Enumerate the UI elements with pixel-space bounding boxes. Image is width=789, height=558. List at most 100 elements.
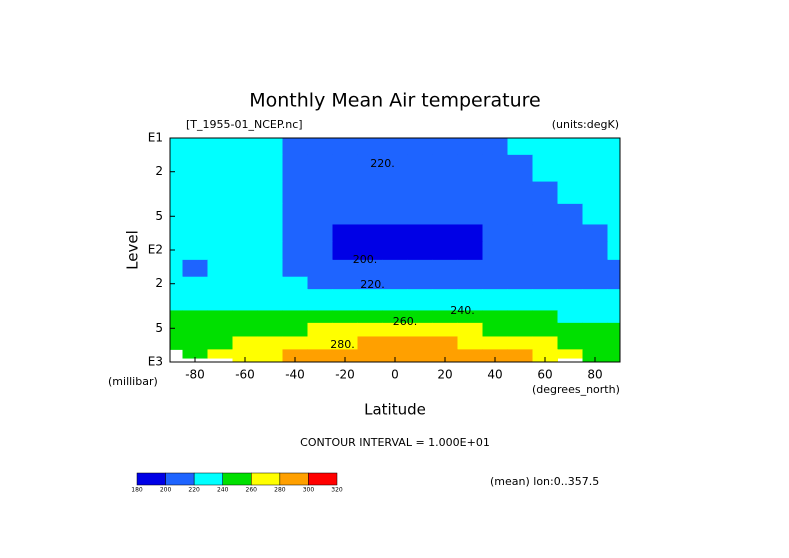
cell (382, 289, 408, 300)
cell (207, 322, 233, 337)
colorbar-label: 260 (246, 487, 258, 494)
cell (257, 154, 283, 183)
y-tick-label: E2 (148, 243, 163, 257)
cell (407, 241, 433, 261)
cell (307, 310, 333, 324)
cell (357, 358, 383, 363)
cell (532, 203, 558, 225)
cell (432, 276, 458, 290)
cell (457, 241, 483, 261)
cell (507, 181, 533, 205)
contour-label: 260. (393, 315, 418, 328)
cell (232, 349, 258, 359)
cell (257, 224, 283, 242)
colorbar-swatch (279, 472, 309, 486)
cell (182, 241, 208, 261)
cell (532, 349, 558, 359)
cell (557, 310, 583, 324)
cell (257, 181, 283, 205)
cell (332, 349, 358, 359)
colorbar-swatch (251, 472, 281, 486)
cell (382, 276, 408, 290)
cell (432, 336, 458, 350)
cell (357, 322, 383, 337)
x-axis-title: Latitude (364, 401, 426, 419)
x-tick-label: 60 (537, 368, 552, 382)
cell (557, 289, 583, 300)
cell (507, 349, 533, 359)
cell (282, 241, 308, 261)
cell (170, 138, 183, 156)
cell (182, 322, 208, 337)
colorbar-label: 200 (160, 487, 172, 494)
cell (207, 138, 233, 156)
cell (332, 203, 358, 225)
cell (582, 310, 608, 324)
cell (582, 276, 608, 290)
cell (182, 276, 208, 290)
cell (232, 154, 258, 183)
cell (507, 358, 533, 363)
cell (357, 181, 383, 205)
cell (507, 322, 533, 337)
cell (582, 299, 608, 311)
cell (532, 154, 558, 183)
cell (382, 259, 408, 278)
cell (532, 276, 558, 290)
cell (332, 299, 358, 311)
cell (207, 203, 233, 225)
contour-label: 200. (353, 253, 378, 266)
cell (207, 310, 233, 324)
cell (557, 336, 583, 350)
cell (182, 138, 208, 156)
cell (532, 299, 558, 311)
cell (207, 349, 233, 359)
cell (607, 241, 621, 261)
contour-label: 240. (450, 304, 475, 317)
cell (432, 322, 458, 337)
cell (457, 336, 483, 350)
cell (382, 181, 408, 205)
cell (182, 154, 208, 183)
cell (407, 322, 433, 337)
cell (232, 276, 258, 290)
cell (532, 181, 558, 205)
cell (257, 349, 283, 359)
cell (357, 203, 383, 225)
colorbar-label: 320 (331, 487, 343, 494)
cell (457, 259, 483, 278)
cell (282, 181, 308, 205)
cell (457, 138, 483, 156)
cell (607, 289, 621, 300)
cell (407, 276, 433, 290)
cell (607, 276, 621, 290)
cell (170, 336, 183, 350)
cell (432, 138, 458, 156)
cell (307, 289, 333, 300)
cell (482, 276, 508, 290)
x-tick-label: -20 (335, 368, 355, 382)
cell (182, 299, 208, 311)
cell (357, 349, 383, 359)
cell (532, 289, 558, 300)
cell (507, 310, 533, 324)
cell (207, 241, 233, 261)
cell (257, 241, 283, 261)
cell (532, 241, 558, 261)
chart-title: Monthly Mean Air temperature (249, 90, 540, 112)
cell (282, 203, 308, 225)
cell (357, 138, 383, 156)
cell (282, 154, 308, 183)
cell (532, 310, 558, 324)
cell (182, 181, 208, 205)
cell (532, 322, 558, 337)
units-label: (units:degK) (552, 118, 619, 131)
cell (182, 349, 208, 359)
cell (357, 224, 383, 242)
cell (457, 322, 483, 337)
cell (557, 322, 583, 337)
x-tick-label: 80 (587, 368, 602, 382)
cell (507, 203, 533, 225)
cell (170, 203, 183, 225)
